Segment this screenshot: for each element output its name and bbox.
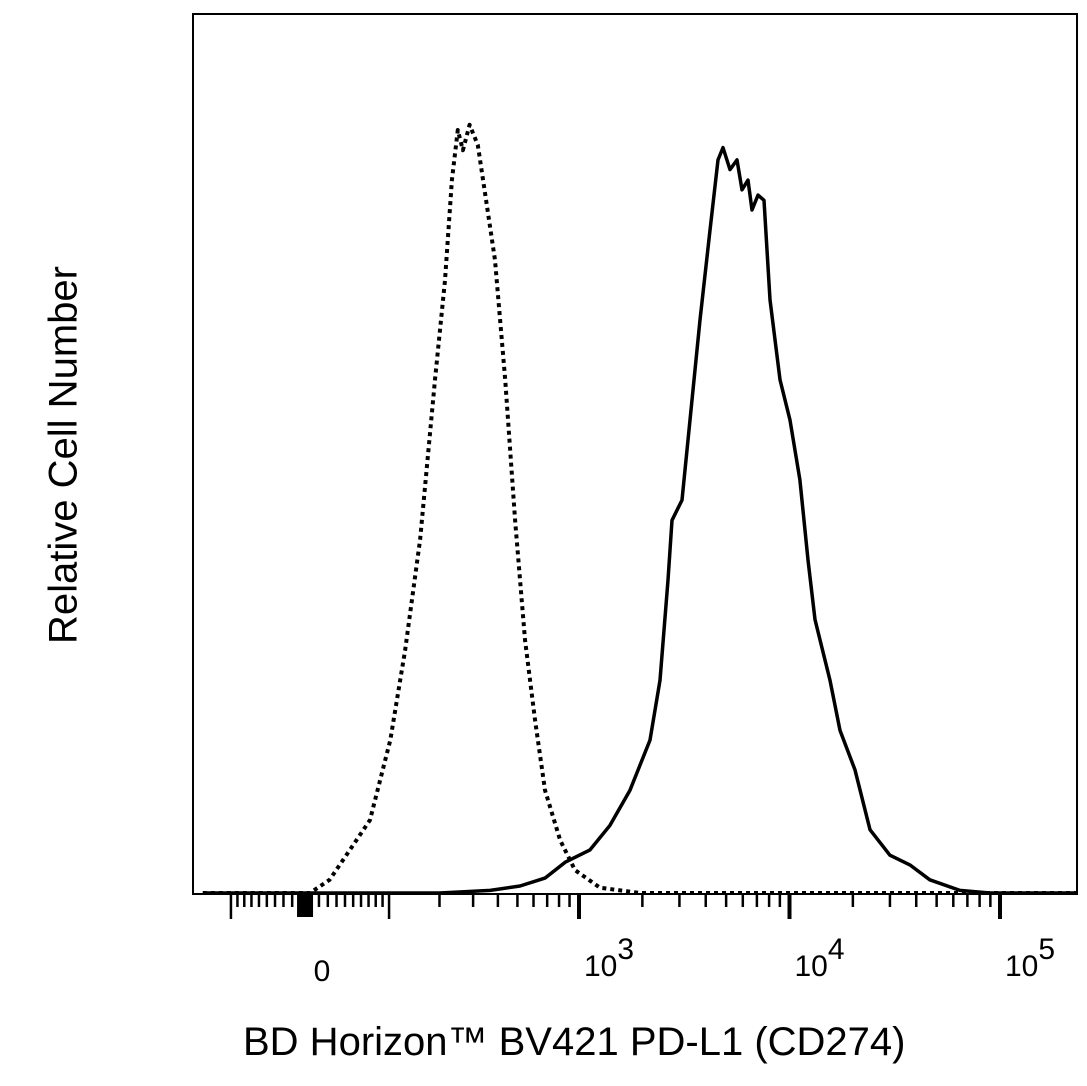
tick-base: 10	[794, 950, 828, 983]
tick-exponent: 3	[617, 933, 635, 966]
x-axis-label: BD Horizon™ BV421 PD-L1 (CD274)	[243, 1020, 906, 1064]
tick-exponent: 5	[1038, 933, 1056, 966]
x-zero-tick	[297, 895, 314, 917]
series-isotype-control	[202, 122, 1076, 895]
tick-base: 10	[1004, 950, 1039, 983]
series-group	[202, 122, 1076, 895]
x-tick-label: 0	[314, 955, 331, 989]
series-pd-l1-stained	[202, 145, 1076, 895]
tick-exponent: 4	[827, 933, 845, 966]
x-axis-ticks	[229, 895, 1002, 919]
x-tick-label: 104	[794, 935, 844, 984]
tick-base: 10	[583, 950, 618, 983]
tick-base: 0	[313, 955, 331, 988]
y-axis-label: Relative Cell Number	[41, 266, 86, 644]
x-tick-label: 105	[1004, 935, 1055, 984]
x-tick-label: 103	[583, 935, 634, 984]
plot-frame	[192, 13, 1078, 895]
